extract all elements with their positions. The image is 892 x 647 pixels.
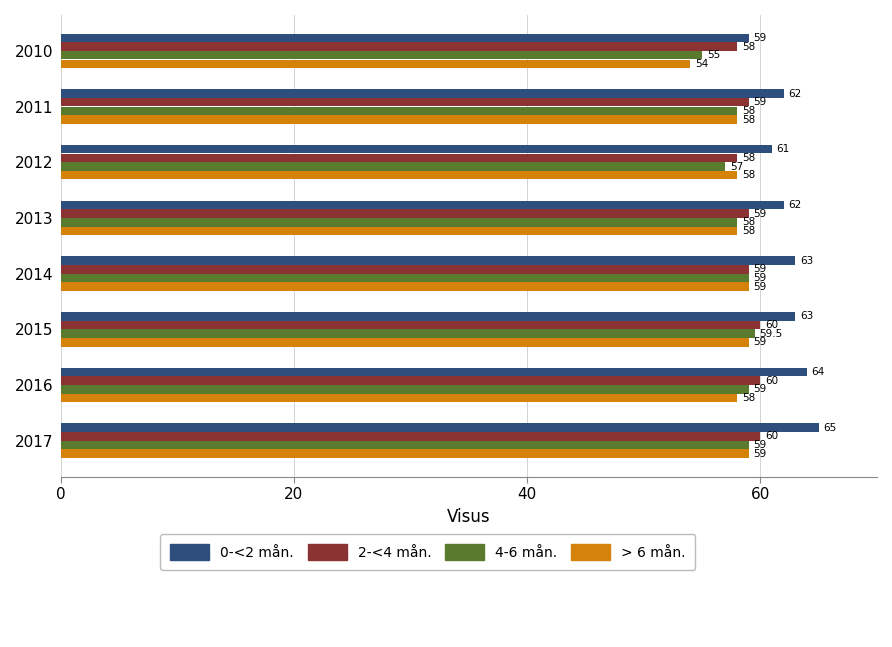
Bar xyxy=(61,51,702,60)
Text: 62: 62 xyxy=(789,200,802,210)
Bar xyxy=(61,321,760,329)
Text: 63: 63 xyxy=(800,311,814,322)
Bar xyxy=(61,367,807,376)
Bar xyxy=(61,256,796,265)
Bar xyxy=(61,385,748,393)
Bar xyxy=(61,274,748,282)
Text: 59: 59 xyxy=(754,440,766,450)
Legend: 0-<2 mån., 2-<4 mån., 4-6 mån., > 6 mån.: 0-<2 mån., 2-<4 mån., 4-6 mån., > 6 mån. xyxy=(161,534,696,570)
Bar xyxy=(61,432,760,441)
Bar xyxy=(61,423,819,432)
Bar xyxy=(61,338,748,347)
Bar xyxy=(61,60,690,68)
Text: 64: 64 xyxy=(812,367,825,377)
Text: 59: 59 xyxy=(754,337,766,347)
Text: 59: 59 xyxy=(754,448,766,459)
Bar xyxy=(61,218,737,226)
X-axis label: Visus: Visus xyxy=(447,507,491,525)
Text: 58: 58 xyxy=(742,226,755,236)
Text: 58: 58 xyxy=(742,115,755,125)
Bar xyxy=(61,441,748,449)
Text: 54: 54 xyxy=(695,59,708,69)
Bar xyxy=(61,171,737,179)
Text: 59: 59 xyxy=(754,273,766,283)
Text: 65: 65 xyxy=(823,422,837,433)
Bar xyxy=(61,377,760,385)
Bar xyxy=(61,450,748,458)
Bar xyxy=(61,329,755,338)
Bar xyxy=(61,42,737,51)
Text: 62: 62 xyxy=(789,89,802,98)
Bar xyxy=(61,394,737,402)
Bar xyxy=(61,265,748,274)
Text: 55: 55 xyxy=(706,50,720,60)
Bar xyxy=(61,210,748,218)
Text: 60: 60 xyxy=(765,376,778,386)
Bar xyxy=(61,226,737,235)
Text: 59.5: 59.5 xyxy=(759,329,782,338)
Text: 59: 59 xyxy=(754,264,766,274)
Text: 61: 61 xyxy=(777,144,790,154)
Bar xyxy=(61,154,737,162)
Text: 58: 58 xyxy=(742,393,755,403)
Text: 59: 59 xyxy=(754,384,766,394)
Text: 58: 58 xyxy=(742,153,755,163)
Bar xyxy=(61,312,796,320)
Text: 58: 58 xyxy=(742,106,755,116)
Bar xyxy=(61,34,748,42)
Bar xyxy=(61,145,772,153)
Bar xyxy=(61,201,784,209)
Text: 58: 58 xyxy=(742,41,755,52)
Bar xyxy=(61,282,748,291)
Bar xyxy=(61,162,725,171)
Text: 59: 59 xyxy=(754,208,766,219)
Bar xyxy=(61,107,737,115)
Text: 60: 60 xyxy=(765,432,778,441)
Bar xyxy=(61,98,748,107)
Text: 63: 63 xyxy=(800,256,814,266)
Bar xyxy=(61,89,784,98)
Bar xyxy=(61,115,737,124)
Text: 57: 57 xyxy=(730,162,743,171)
Text: 60: 60 xyxy=(765,320,778,330)
Text: 59: 59 xyxy=(754,33,766,43)
Text: 59: 59 xyxy=(754,97,766,107)
Text: 58: 58 xyxy=(742,170,755,181)
Text: 58: 58 xyxy=(742,217,755,227)
Text: 59: 59 xyxy=(754,281,766,292)
